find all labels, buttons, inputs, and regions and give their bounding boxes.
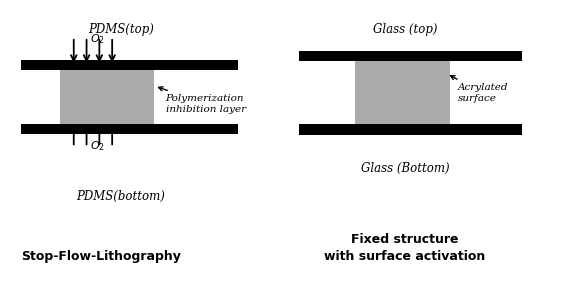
Bar <box>355 62 450 124</box>
Text: $O_2$: $O_2$ <box>90 33 105 46</box>
Text: Stop-Flow-Lithography: Stop-Flow-Lithography <box>21 250 181 263</box>
Bar <box>21 124 238 134</box>
Text: Glass (Bottom): Glass (Bottom) <box>360 162 449 175</box>
Bar <box>299 124 522 135</box>
Text: Fixed structure
with surface activation: Fixed structure with surface activation <box>324 233 485 263</box>
Text: $O_2$: $O_2$ <box>90 139 105 153</box>
Bar <box>60 70 154 124</box>
Text: PDMS(top): PDMS(top) <box>88 23 154 36</box>
Text: Acrylated
surface: Acrylated surface <box>450 76 508 103</box>
Text: PDMS(bottom): PDMS(bottom) <box>77 190 166 203</box>
Text: Polymerization
inhibition layer: Polymerization inhibition layer <box>159 87 246 114</box>
Text: Glass (top): Glass (top) <box>373 23 437 36</box>
Bar <box>299 51 522 62</box>
Bar <box>21 60 238 70</box>
